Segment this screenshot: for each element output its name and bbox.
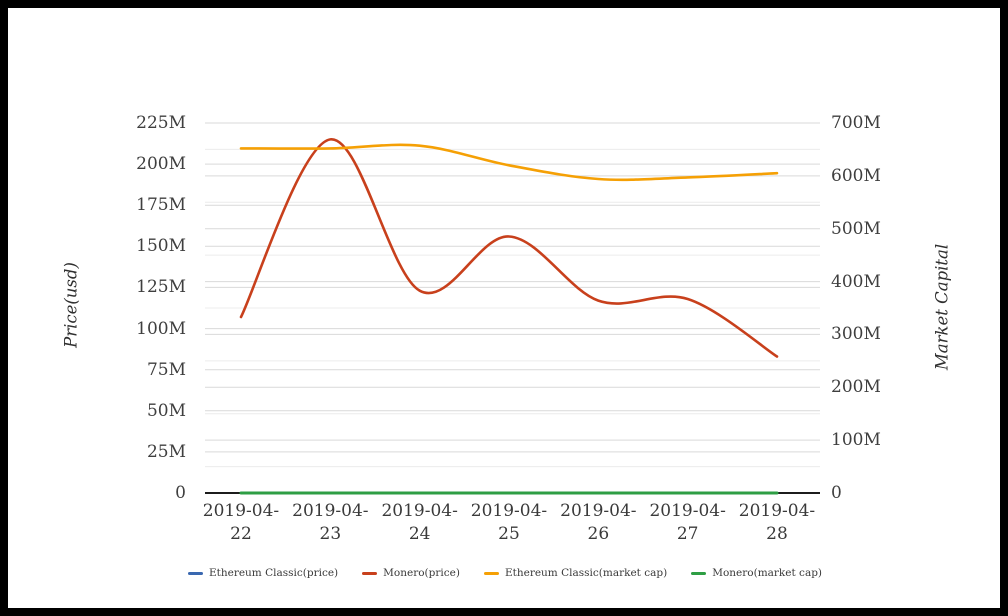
x-tick-label: 2019-04- 28	[729, 500, 825, 546]
legend-label: Monero(price)	[383, 567, 460, 579]
y-tick-label: 400M	[831, 271, 881, 292]
y-tick-label: 150M	[136, 236, 186, 257]
legend-swatch-icon	[691, 571, 707, 575]
y-tick-label: 300M	[831, 324, 881, 345]
legend-item[interactable]: Monero(price)	[362, 567, 460, 579]
x-tick-line1: 2019-04-	[470, 501, 548, 521]
legend-item[interactable]: Ethereum Classic(market cap)	[483, 567, 668, 579]
x-tick-line2: 22	[230, 524, 252, 544]
x-tick-label: 2019-04- 26	[550, 500, 646, 546]
x-tick-line2: 23	[319, 524, 342, 544]
x-tick-line1: 2019-04-	[738, 501, 816, 521]
y-tick-label: 100M	[831, 430, 881, 451]
x-tick-label: 2019-04- 25	[461, 500, 557, 546]
x-tick-line1: 2019-04-	[560, 501, 637, 521]
y-tick-label: 0	[831, 483, 842, 503]
x-tick-label: 2019-04- 22	[193, 500, 289, 546]
y-tick-label: 75M	[146, 359, 186, 380]
legend-swatch-icon	[483, 571, 499, 575]
x-tick-line1: 2019-04-	[292, 501, 369, 521]
x-tick-line1: 2019-04-	[649, 501, 726, 521]
legend-label: Ethereum Classic(market cap)	[504, 567, 668, 579]
legend-label: Ethereum Classic(price)	[208, 567, 339, 579]
y-tick-label: 225M	[136, 113, 186, 133]
y-tick-label: 125M	[136, 277, 186, 298]
x-tick-line2: 26	[587, 524, 610, 544]
x-tick-line2: 27	[676, 524, 699, 544]
left-axis-title: Price(usd)	[61, 262, 81, 348]
y-tick-label: 175M	[136, 195, 186, 216]
legend-item[interactable]: Monero(market cap)	[691, 567, 822, 579]
y-tick-label: 600M	[831, 165, 881, 186]
x-tick-label: 2019-04- 24	[372, 500, 468, 546]
x-tick-label: 2019-04- 27	[640, 500, 736, 546]
y-tick-label: 50M	[146, 400, 186, 421]
y-tick-label: 700M	[831, 113, 881, 133]
legend-item[interactable]: Ethereum Classic(price)	[187, 567, 339, 579]
y-tick-label: 500M	[831, 218, 881, 239]
legend: Ethereum Classic(price) Monero(price) Ethe…	[150, 563, 860, 583]
y-tick-label: 200M	[136, 154, 186, 175]
y-tick-label: 0	[175, 483, 186, 503]
x-tick-label: 2019-04- 23	[282, 500, 378, 546]
x-tick-line2: 24	[408, 524, 431, 544]
x-tick-line2: 28	[766, 524, 788, 544]
x-tick-line2: 25	[498, 524, 520, 544]
x-tick-line1: 2019-04-	[202, 501, 280, 521]
legend-swatch-icon	[187, 571, 203, 575]
right-axis-title: Market Capital	[932, 243, 952, 371]
x-tick-line1: 2019-04-	[381, 501, 458, 521]
y-tick-label: 100M	[136, 318, 186, 339]
series-line	[239, 143, 779, 182]
y-tick-label: 25M	[146, 441, 186, 462]
legend-label: Monero(market cap)	[712, 567, 823, 579]
y-tick-label: 200M	[831, 377, 881, 398]
legend-swatch-icon	[362, 571, 378, 575]
series-line	[239, 138, 779, 358]
